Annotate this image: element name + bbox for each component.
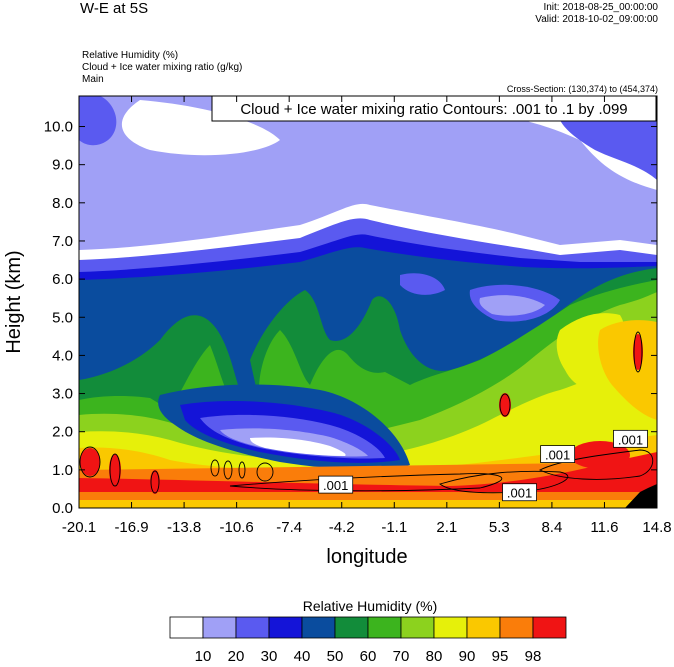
y-tick-label: 10.0 (44, 119, 73, 136)
contour-5 (223, 460, 233, 480)
colorbar-label: 60 (360, 648, 377, 665)
x-tick-label: -20.1 (62, 519, 96, 536)
colorbar-swatch (268, 616, 303, 639)
colorbar-label: 10 (195, 648, 212, 665)
rh-blob-right (633, 334, 643, 370)
x-tick-label: 2.1 (436, 519, 457, 536)
contour-4 (210, 459, 220, 477)
valid-time: Valid: 2018-10-02_09:00:00 (535, 14, 658, 25)
contour-label: .001 (323, 478, 348, 493)
y-tick-label: 9.0 (52, 157, 73, 174)
rh-region-pocket-2 (479, 295, 545, 316)
y-tick-label: 1.0 (52, 462, 73, 479)
x-tick-label: -4.2 (329, 519, 355, 536)
y-tick-label: 5.0 (52, 309, 73, 326)
y-tick-label: 6.0 (52, 271, 73, 288)
colorbar-label: 90 (459, 648, 476, 665)
colorbar-label: 50 (327, 648, 344, 665)
page-title: W-E at 5S (80, 0, 149, 17)
rh-blob-left-3 (150, 470, 160, 494)
x-tick-label: -10.6 (220, 519, 254, 536)
y-axis: 0.0 1.0 2.0 3.0 4.0 5.0 6.0 7.0 8.0 9.0 10.0 (44, 119, 657, 517)
colorbar-swatch (433, 616, 468, 639)
contour-label-box (318, 475, 354, 494)
x-tick-label: -1.1 (381, 519, 407, 536)
contour-label-box (502, 483, 537, 502)
contour-2 (109, 453, 121, 487)
rh-dry-tongue-white (250, 437, 346, 456)
rh-blob-left (80, 448, 100, 476)
x-tick-label: 14.8 (642, 519, 671, 536)
contour-7 (256, 462, 274, 482)
plot-frame (78, 95, 658, 509)
contour-label: .001 (545, 448, 570, 463)
colorbar-label: 80 (426, 648, 443, 665)
colorbar-swatch (301, 616, 336, 639)
contour-label: .001 (618, 432, 643, 447)
x-axis: -20.1 -16.9 -13.8 -10.6 -7.4 -4.2 -1.1 2.1 5.3 8.… (62, 96, 672, 536)
colorbar-label: 30 (261, 648, 278, 665)
colorbar-label: 40 (294, 648, 311, 665)
colorbar-label: 70 (393, 648, 410, 665)
contour-8 (499, 393, 511, 417)
colorbar-label: 98 (525, 648, 542, 665)
contour-12 (538, 449, 654, 480)
colorbar-swatch (499, 616, 534, 639)
y-tick-label: 3.0 (52, 386, 73, 403)
run-label: Main (82, 74, 104, 85)
contour-11 (439, 470, 569, 494)
contour-9 (633, 331, 643, 373)
x-axis-label: longitude (326, 546, 407, 568)
colorbar-swatch (334, 616, 369, 639)
colorbar-swatch (466, 616, 501, 639)
colorbar-swatch (235, 616, 270, 639)
contour-label-box (540, 445, 576, 463)
contour-info-box (211, 95, 657, 122)
terrain (625, 484, 657, 508)
contour-label-box (613, 429, 648, 448)
x-tick-label: -13.8 (167, 519, 201, 536)
fill-field-label: Relative Humidity (%) (82, 50, 179, 61)
x-tick-label: 8.4 (541, 519, 562, 536)
contour-field-label: Cloud + Ice water mixing ratio (g/kg) (82, 62, 243, 73)
colorbar-swatch (532, 616, 567, 639)
contour-info-text: Cloud + Ice water mixing ratio Contours:… (240, 101, 627, 118)
contour-6 (238, 461, 246, 479)
y-axis-label: Height (km) (3, 250, 25, 353)
cross-section-label: Cross-Section: (130,374) to (454,374) (506, 84, 658, 94)
x-tick-label: -16.9 (114, 519, 148, 536)
colorbar-title: Relative Humidity (%) (303, 598, 438, 614)
x-tick-label: 5.3 (489, 519, 510, 536)
rh-blob-left-2 (109, 454, 121, 486)
colorbar-swatch (202, 616, 237, 639)
colorbar-label: 95 (492, 648, 509, 665)
colorbar: 10 20 30 40 50 60 70 80 90 95 98 (169, 616, 567, 665)
y-tick-label: 0.0 (52, 500, 73, 517)
x-tick-label: 11.6 (590, 519, 618, 536)
contour-label-group: .001 .001 .001 .001 (318, 429, 648, 502)
rh-region-white-hole (131, 105, 265, 150)
rh-blob-mid (499, 393, 511, 417)
colorbar-swatch (367, 616, 402, 639)
y-tick-label: 8.0 (52, 195, 73, 212)
colorbar-label: 20 (228, 648, 245, 665)
contour-1 (79, 446, 101, 478)
colorbar-swatch (169, 616, 204, 639)
contour-3 (150, 470, 160, 494)
y-tick-label: 7.0 (52, 233, 73, 250)
x-tick-label: -7.4 (276, 519, 302, 536)
rh-boundary-base (79, 500, 657, 508)
y-tick-label: 4.0 (52, 347, 73, 364)
init-time: Init: 2018-08-25_00:00:00 (543, 2, 658, 13)
rh-region-upper-left (79, 96, 117, 146)
rh-region-light-upper (79, 96, 657, 250)
y-tick-label: 2.0 (52, 424, 73, 441)
colorbar-swatch (400, 616, 435, 639)
rh-region-pocket-3 (400, 273, 445, 295)
contour-label: .001 (507, 486, 532, 501)
